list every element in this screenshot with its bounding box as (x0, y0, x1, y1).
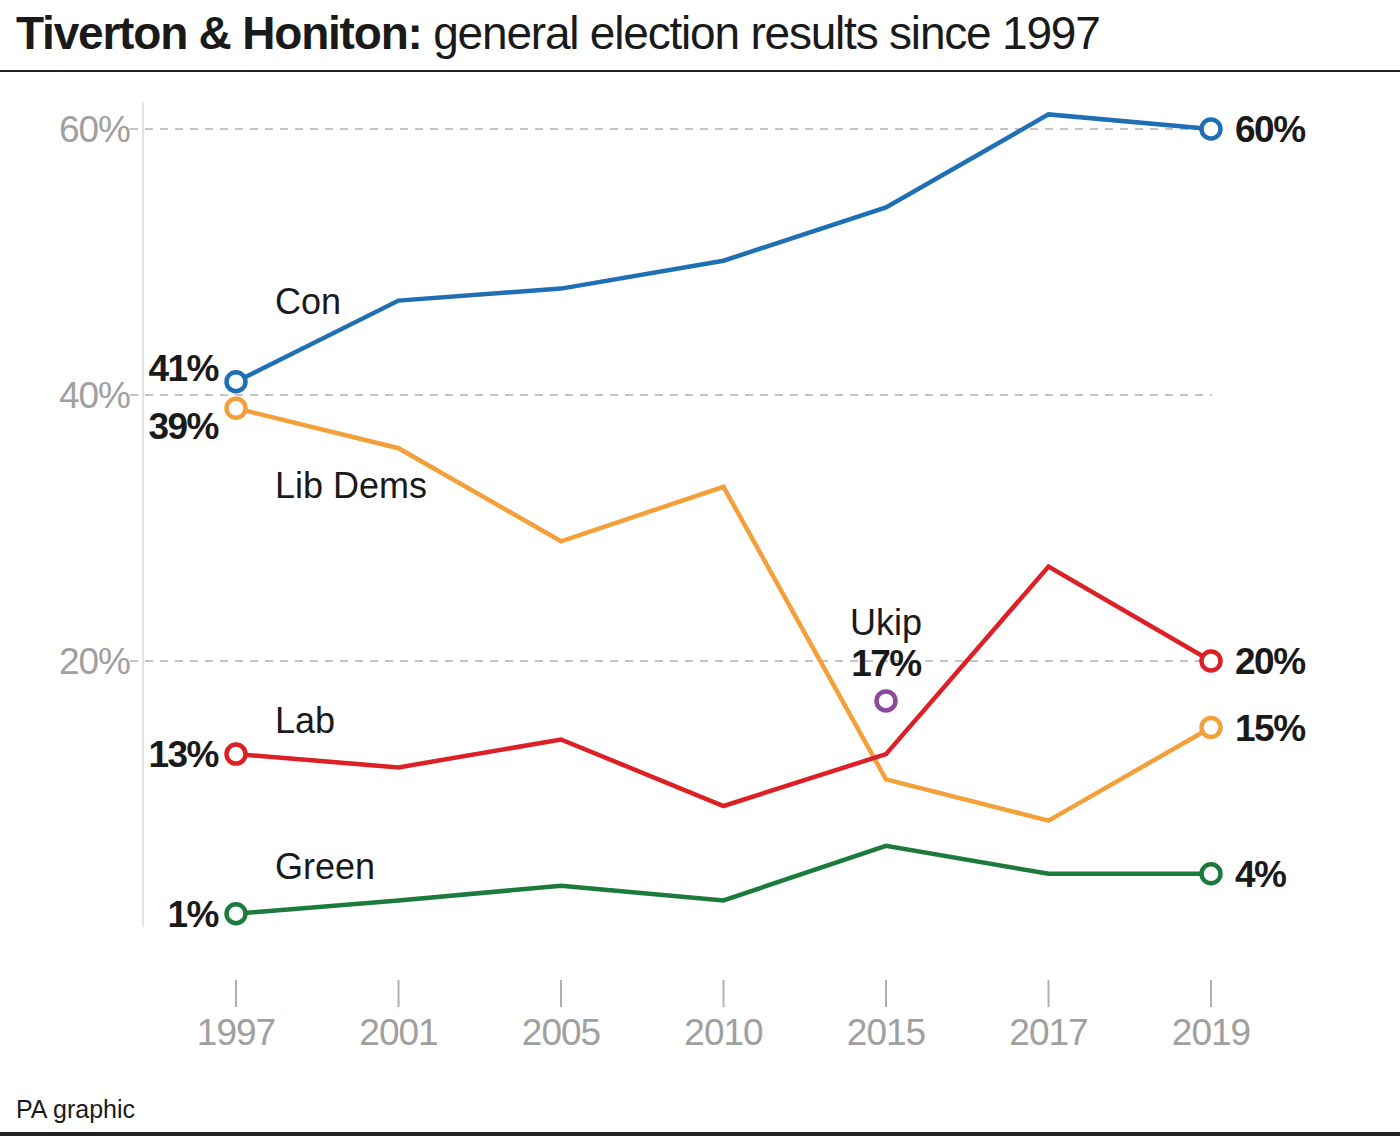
series-name: Green (275, 846, 375, 887)
grid-line (130, 128, 1212, 130)
marker (1202, 718, 1221, 737)
title-rule (0, 70, 1400, 72)
x-tick (885, 980, 887, 1007)
y-axis-line (142, 102, 144, 927)
x-tick-label: 2019 (1172, 1012, 1250, 1053)
bottom-rule (0, 1132, 1400, 1136)
x-tick-label: 2005 (522, 1012, 601, 1053)
x-tick (398, 980, 400, 1007)
value-label: 4% (1235, 854, 1286, 895)
series-line (236, 846, 1211, 914)
value-label: 20% (1235, 641, 1305, 682)
value-label: 13% (148, 734, 218, 775)
source: PA graphic (16, 1095, 135, 1123)
x-tick-label: 2010 (684, 1012, 763, 1053)
x-tick-label: 2001 (359, 1012, 437, 1053)
labels: 41% 60% Con 39% 15% Lib Dems 13% 20% Lab 1% 4% Gree… (148, 109, 1305, 935)
x-tick (1048, 980, 1050, 1007)
series-line (236, 567, 1211, 806)
title-rest: general election results since 1997 (422, 7, 1100, 59)
marker (1202, 864, 1221, 883)
x-tick-label: 2015 (847, 1012, 926, 1053)
x-tick (1210, 980, 1212, 1007)
grid-line (130, 394, 1212, 396)
plot-area (227, 114, 1221, 923)
series-name: Con (275, 281, 341, 322)
marker (1202, 120, 1221, 139)
value-label: 15% (1235, 708, 1305, 749)
x-tick (723, 980, 725, 1007)
marker (1202, 652, 1221, 671)
series-name: Ukip (850, 602, 922, 643)
y-tick-label: 60% (59, 109, 130, 150)
chart: Tiverton & Honiton: general election res… (0, 0, 1400, 1137)
value-label: 39% (148, 406, 218, 447)
value-label: 17% (851, 643, 921, 684)
title: Tiverton & Honiton: general election res… (16, 7, 1100, 59)
value-label: 60% (1235, 109, 1305, 150)
marker (227, 372, 246, 391)
title-bold: Tiverton & Honiton: (16, 7, 422, 59)
series-name: Lab (275, 700, 335, 741)
value-label: 1% (168, 894, 219, 935)
series-line (236, 114, 1211, 381)
series-line (236, 408, 1211, 820)
value-label: 41% (148, 348, 218, 389)
y-tick-label: 40% (59, 375, 130, 416)
marker (227, 904, 246, 923)
grid-line (130, 660, 1212, 662)
x-tick-label: 1997 (197, 1012, 275, 1053)
y-tick-label: 20% (59, 641, 130, 682)
marker (877, 691, 896, 710)
marker (227, 745, 246, 764)
x-tick (235, 980, 237, 1007)
series-name: Lib Dems (275, 465, 427, 506)
x-tick-label: 2017 (1009, 1012, 1087, 1053)
marker (227, 399, 246, 418)
x-tick (560, 980, 562, 1007)
